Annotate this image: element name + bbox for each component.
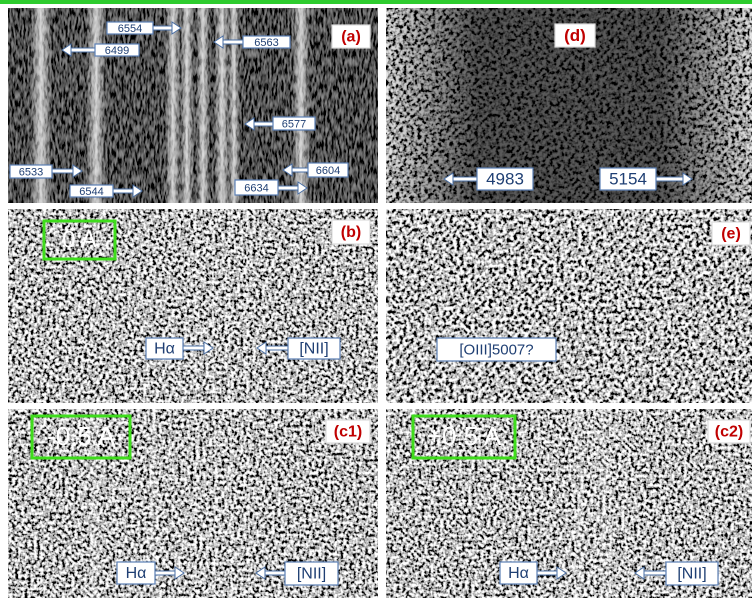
label-text: [NII]	[297, 566, 326, 583]
label-text: 6499	[105, 45, 129, 57]
tag-text: (a)	[341, 29, 361, 46]
label-text: 6563	[254, 37, 278, 49]
faint-stripe	[575, 409, 585, 598]
spectral-stripe	[86, 8, 106, 203]
label-text: 6544	[79, 186, 103, 198]
label-text: 6634	[244, 182, 268, 194]
tag-text: (c1)	[334, 424, 362, 441]
spectral-stripe	[292, 8, 310, 203]
panels: (a) 6554 6499 6563 6577 6533 6544 6604 6634 (d) 49…	[8, 8, 752, 598]
label-text: Hα	[154, 341, 175, 358]
label-text: Hα	[508, 565, 529, 582]
label-text: [OIII]5007?	[459, 341, 533, 358]
tag-text: (d)	[564, 26, 586, 45]
offset-text: -0.5 A	[47, 421, 116, 451]
tag-text: (c2)	[715, 424, 743, 441]
spectral-stripe	[180, 8, 194, 203]
label-text: 5154	[609, 169, 647, 188]
label-text: 6577	[282, 118, 306, 130]
faint-stripe	[598, 409, 608, 598]
spectral-stripe	[196, 8, 210, 203]
tag-text: (e)	[721, 226, 741, 243]
figure: (a) 6554 6499 6563 6577 6533 6544 6604 6634 (d) 49…	[0, 0, 752, 598]
tag-text: (b)	[341, 224, 361, 241]
top-rule	[0, 0, 752, 4]
label-text: [NII]	[299, 341, 328, 358]
spectral-stripe	[228, 8, 240, 203]
label-text: 6533	[19, 166, 43, 178]
noise-image	[386, 209, 752, 403]
spectral-stripe	[165, 8, 181, 203]
label-text: 4983	[486, 169, 524, 188]
label-text: [NII]	[677, 566, 706, 583]
label-text: 6604	[316, 165, 340, 177]
offset-text: 0 A	[62, 226, 97, 253]
offset-text: +0.5 A	[427, 421, 502, 451]
label-text: 6554	[118, 23, 142, 35]
label-text: Hα	[126, 565, 147, 582]
